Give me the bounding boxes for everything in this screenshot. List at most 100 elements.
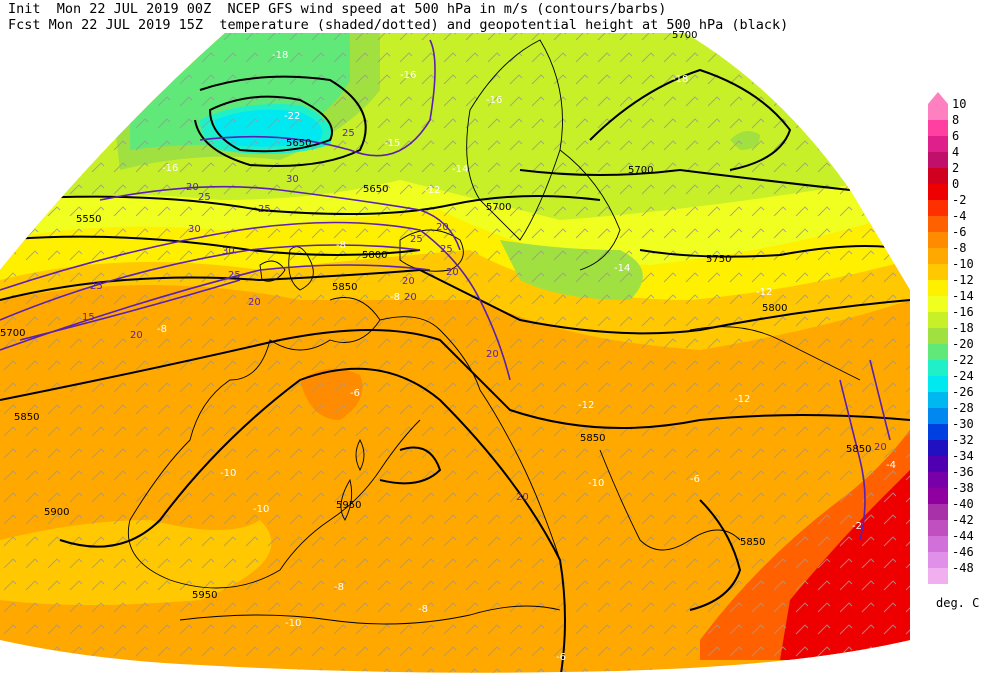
height-label: 5550	[76, 214, 101, 225]
legend-swatch	[928, 232, 948, 248]
temperature-label: -14	[452, 164, 468, 175]
legend-label: -4	[952, 209, 967, 223]
wind-label: 20	[486, 349, 499, 360]
legend-label: 6	[952, 129, 960, 143]
temperature-label: -8	[157, 324, 167, 335]
legend-swatch	[928, 152, 948, 168]
legend-swatch	[928, 488, 948, 504]
height-contours	[0, 68, 910, 673]
legend-swatch	[928, 296, 948, 312]
legend-label: -24	[952, 369, 974, 383]
legend-label: -48	[952, 561, 974, 575]
wind-label: 20	[516, 492, 529, 503]
height-label: 5650	[286, 138, 311, 149]
legend-label: -28	[952, 401, 974, 415]
height-label: 5700	[672, 30, 697, 41]
legend-label: -40	[952, 497, 974, 511]
temperature-label: -12	[578, 400, 594, 411]
legend-swatch	[928, 344, 948, 360]
temperature-label: -8	[336, 240, 346, 251]
legend-swatch	[928, 136, 948, 152]
color-legend: 10 8 6 4 2 0 -2 -4 -6 -8 -10 -12 -14 -16 -18 -20 -22 -24 -…	[928, 92, 988, 586]
temperature-label: -8	[418, 604, 428, 615]
legend-label: 0	[952, 177, 960, 191]
wind-contours	[0, 39, 891, 541]
temperature-label: -14	[614, 263, 630, 274]
temperature-label: -10	[220, 468, 236, 479]
height-label: 5950	[336, 500, 361, 511]
legend-label: -14	[952, 289, 974, 303]
wind-label: 20	[186, 182, 199, 193]
wind-label: 20	[446, 267, 459, 278]
legend-units: deg. C	[936, 596, 980, 610]
wind-labels: 25 20 30 25 30 25 30 25 20 25 15 20 25 2…	[82, 128, 887, 503]
legend-swatch	[928, 520, 948, 536]
header-init-line: Init Mon 22 JUL 2019 00Z NCEP GFS wind s…	[8, 1, 667, 17]
legend-label: 10	[952, 97, 967, 111]
legend-swatch	[928, 456, 948, 472]
temperature-label: -18	[272, 50, 288, 61]
legend-swatch	[928, 552, 948, 568]
height-label: 5700	[486, 202, 511, 213]
legend-swatch	[928, 376, 948, 392]
temperature-label: -10	[588, 478, 604, 489]
wind-label: 25	[90, 281, 103, 292]
legend-label: -2	[952, 193, 967, 207]
legend-swatch	[928, 168, 948, 184]
legend-label: -16	[952, 305, 974, 319]
wind-label: 20	[404, 292, 417, 303]
height-label: 5700	[628, 165, 653, 176]
height-label: 5850	[846, 444, 871, 455]
legend-swatch	[928, 120, 948, 136]
height-label: 5850	[580, 433, 605, 444]
temperature-label: -12	[734, 394, 750, 405]
legend-label: 2	[952, 161, 960, 175]
legend-label: -38	[952, 481, 974, 495]
legend-label: -42	[952, 513, 974, 527]
legend-label: -22	[952, 353, 974, 367]
wind-label: 30	[286, 174, 299, 185]
wind-label: 30	[222, 246, 235, 257]
temperature-label: -10	[285, 618, 301, 629]
height-label: 5850	[332, 282, 357, 293]
height-label: 5850	[14, 412, 39, 423]
temperature-label: -10	[253, 504, 269, 515]
temperature-label: -12	[424, 185, 440, 196]
height-labels: 5700 5550 5650 5700 5700 5700 5750 5800 …	[0, 30, 871, 601]
temperature-label: -12	[756, 287, 772, 298]
temperature-label: -16	[400, 70, 416, 81]
wind-label: 25	[258, 204, 271, 215]
legend-swatch	[928, 408, 948, 424]
temperature-labels: -18 -22 -16 -16 -15 -16 -18 -14 -12 -14 …	[157, 50, 896, 663]
legend-swatch	[928, 104, 948, 120]
height-label: 5650	[363, 184, 388, 195]
legend-label: 8	[952, 113, 960, 127]
height-label: 5850	[740, 537, 765, 548]
wind-label: 20	[402, 276, 415, 287]
legend-label: -10	[952, 257, 974, 271]
wind-label: 25	[342, 128, 355, 139]
wind-label: 25	[440, 244, 453, 255]
legend-label: -20	[952, 337, 974, 351]
legend-label: -44	[952, 529, 974, 543]
legend-swatch	[928, 424, 948, 440]
legend-swatch	[928, 264, 948, 280]
wind-label: 30	[188, 224, 201, 235]
coastlines	[127, 39, 861, 625]
temperature-label: -18	[672, 74, 688, 85]
temperature-label: -8	[390, 292, 400, 303]
legend-swatch	[928, 472, 948, 488]
temperature-label: -8	[334, 582, 344, 593]
legend-top-arrow	[928, 92, 948, 104]
height-label: 5750	[706, 254, 731, 265]
legend-label: -6	[952, 225, 967, 239]
wind-label: 25	[198, 192, 211, 203]
height-label: 5800	[362, 250, 387, 261]
legend-label: -46	[952, 545, 974, 559]
wind-label: 20	[130, 330, 143, 341]
legend-swatch	[928, 504, 948, 520]
legend-swatch	[928, 328, 948, 344]
temperature-label: -6	[556, 652, 566, 663]
